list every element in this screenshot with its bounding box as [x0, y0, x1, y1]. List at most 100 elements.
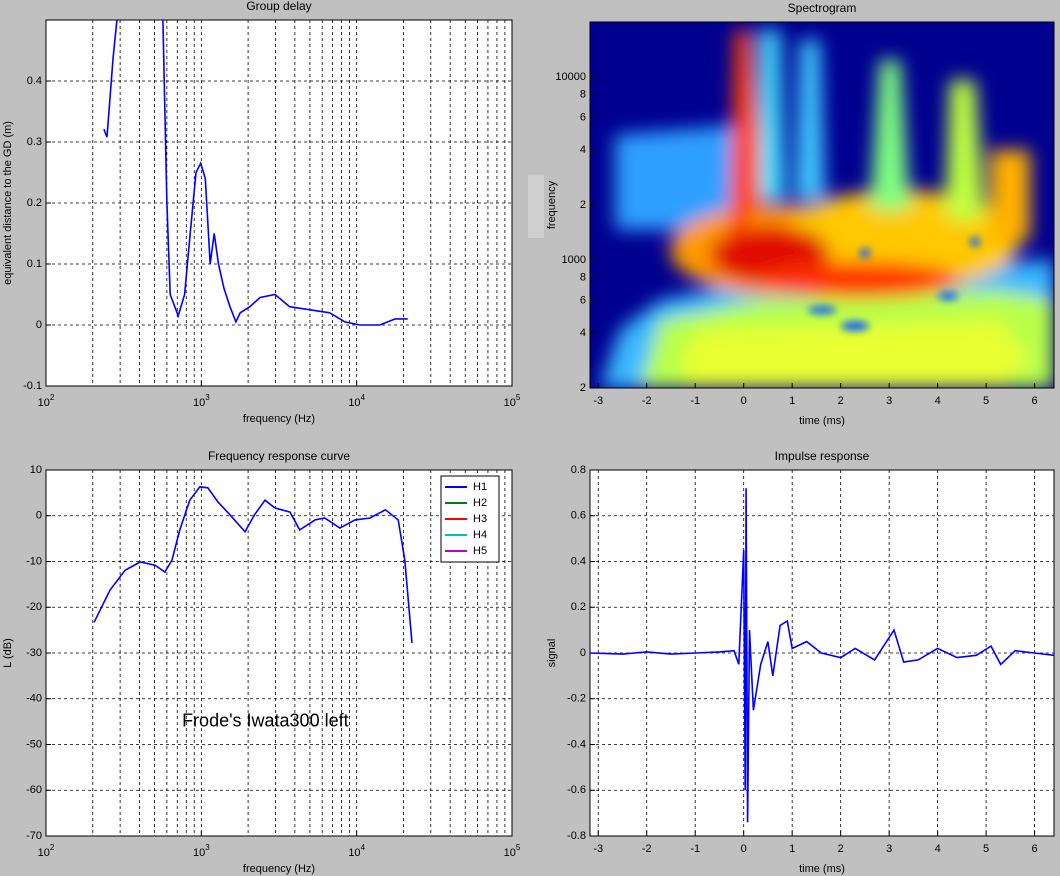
- y-tick-label: -0.4: [567, 738, 586, 750]
- tick-base: 10: [348, 397, 360, 409]
- y-tick-label: 0.4: [27, 75, 42, 87]
- tick-base: 10: [348, 847, 360, 859]
- tick-base: 10: [193, 397, 205, 409]
- axes-box: [589, 21, 1055, 389]
- legend-label: H4: [473, 529, 487, 541]
- x-tick-label: -3: [593, 843, 603, 855]
- x-tick-label: 4: [935, 843, 941, 855]
- y-tick-label: -50: [26, 738, 42, 750]
- legend-box: [440, 475, 500, 563]
- axes-box: [45, 469, 513, 837]
- x-tick-label: 6: [1032, 395, 1038, 407]
- y-axis-label: frequency: [546, 180, 558, 229]
- x-axis-label: frequency (Hz): [243, 863, 315, 875]
- chart-title: Spectrogram: [788, 1, 857, 15]
- y-axis-label: L (dB): [2, 638, 14, 668]
- legend-label: H3: [473, 513, 487, 525]
- data-line: [93, 486, 413, 643]
- x-tick-label: -3: [593, 395, 603, 407]
- y-tick-label: 0.2: [27, 197, 42, 209]
- plot-area: [46, 20, 512, 386]
- tick-base: 10: [504, 397, 516, 409]
- tick-base: 10: [38, 397, 50, 409]
- y-axis-label: signal: [546, 639, 558, 668]
- y-tick-label: 4: [580, 327, 586, 339]
- y-tick-label: -70: [26, 830, 42, 842]
- y-tick-label: 0.4: [571, 555, 586, 567]
- x-tick-label: 1: [789, 395, 795, 407]
- y-tick-label: 0: [36, 510, 42, 522]
- tick-exp: 4: [361, 393, 366, 402]
- x-tick-label: 2: [838, 395, 844, 407]
- plot-area: [46, 470, 512, 836]
- y-tick-label: 10: [30, 464, 42, 476]
- axes-box: [45, 19, 513, 387]
- x-tick-label: 6: [1032, 843, 1038, 855]
- legend-label: H2: [473, 497, 487, 509]
- x-axis-label: time (ms): [799, 415, 845, 427]
- x-tick-label: 0: [741, 395, 747, 407]
- x-tick-label: 104: [348, 393, 365, 409]
- x-tick-label: 105: [504, 843, 521, 859]
- tick-exp: 4: [361, 843, 366, 852]
- y-tick-label: 0: [580, 647, 586, 659]
- y-tick-label: 2: [580, 199, 586, 211]
- annotation: Frode's Iwata300 left: [182, 710, 349, 730]
- x-tick-label: 3: [886, 395, 892, 407]
- x-tick-label: 5: [983, 843, 989, 855]
- x-tick-label: -2: [642, 395, 652, 407]
- y-tick-label: 0.1: [27, 258, 42, 270]
- tick-exp: 2: [50, 843, 55, 852]
- legend-label: H1: [473, 481, 487, 493]
- tick-base: 10: [38, 847, 50, 859]
- data-line: [590, 488, 1054, 823]
- x-tick-label: 103: [193, 843, 210, 859]
- y-tick-label: 6: [580, 295, 586, 307]
- tick-exp: 3: [205, 843, 210, 852]
- tick-base: 10: [504, 847, 516, 859]
- y-tick-label: 0.2: [571, 601, 586, 613]
- x-tick-label: 5: [983, 395, 989, 407]
- y-tick-label: -20: [26, 601, 42, 613]
- y-axis-label: equivalent distance to the GD (m): [2, 121, 14, 285]
- y-tick-label: 2: [580, 382, 586, 394]
- y-tick-label: 1000: [562, 254, 586, 266]
- y-tick-label: 0.6: [571, 510, 586, 522]
- y-tick-label: -30: [26, 647, 42, 659]
- tick-exp: 5: [516, 393, 521, 402]
- x-tick-label: 4: [935, 395, 941, 407]
- x-tick-label: 103: [193, 393, 210, 409]
- y-tick-label: 6: [580, 112, 586, 124]
- x-tick-label: -1: [690, 395, 700, 407]
- y-tick-label: -10: [26, 555, 42, 567]
- spectrogram-image: [590, 22, 1054, 388]
- data-line: [103, 20, 408, 326]
- x-tick-label: 105: [504, 393, 521, 409]
- chart-title: Frequency response curve: [208, 449, 350, 463]
- x-axis-label: frequency (Hz): [243, 413, 315, 425]
- x-tick-label: 102: [38, 393, 55, 409]
- tick-exp: 2: [50, 393, 55, 402]
- y-tick-label: 0.3: [27, 136, 42, 148]
- y-tick-label: -0.8: [567, 830, 586, 842]
- y-tick-label: 0.8: [571, 464, 586, 476]
- y-tick-label: 4: [580, 144, 586, 156]
- tick-base: 10: [193, 847, 205, 859]
- y-tick-label: 0: [36, 319, 42, 331]
- legend-label: H5: [473, 545, 487, 557]
- y-tick-label: -40: [26, 693, 42, 705]
- tick-exp: 3: [205, 393, 210, 402]
- scroll-handle: [528, 175, 544, 238]
- chart-title: Impulse response: [775, 449, 870, 463]
- x-tick-label: 104: [348, 843, 365, 859]
- y-tick-label: -0.1: [23, 380, 42, 392]
- tick-exp: 5: [516, 843, 521, 852]
- x-tick-label: 102: [38, 843, 55, 859]
- x-tick-label: 3: [886, 843, 892, 855]
- y-tick-label: -0.6: [567, 784, 586, 796]
- chart-title: Group delay: [246, 0, 311, 13]
- x-tick-label: 1: [789, 843, 795, 855]
- y-tick-label: 8: [580, 272, 586, 284]
- x-tick-label: 2: [838, 843, 844, 855]
